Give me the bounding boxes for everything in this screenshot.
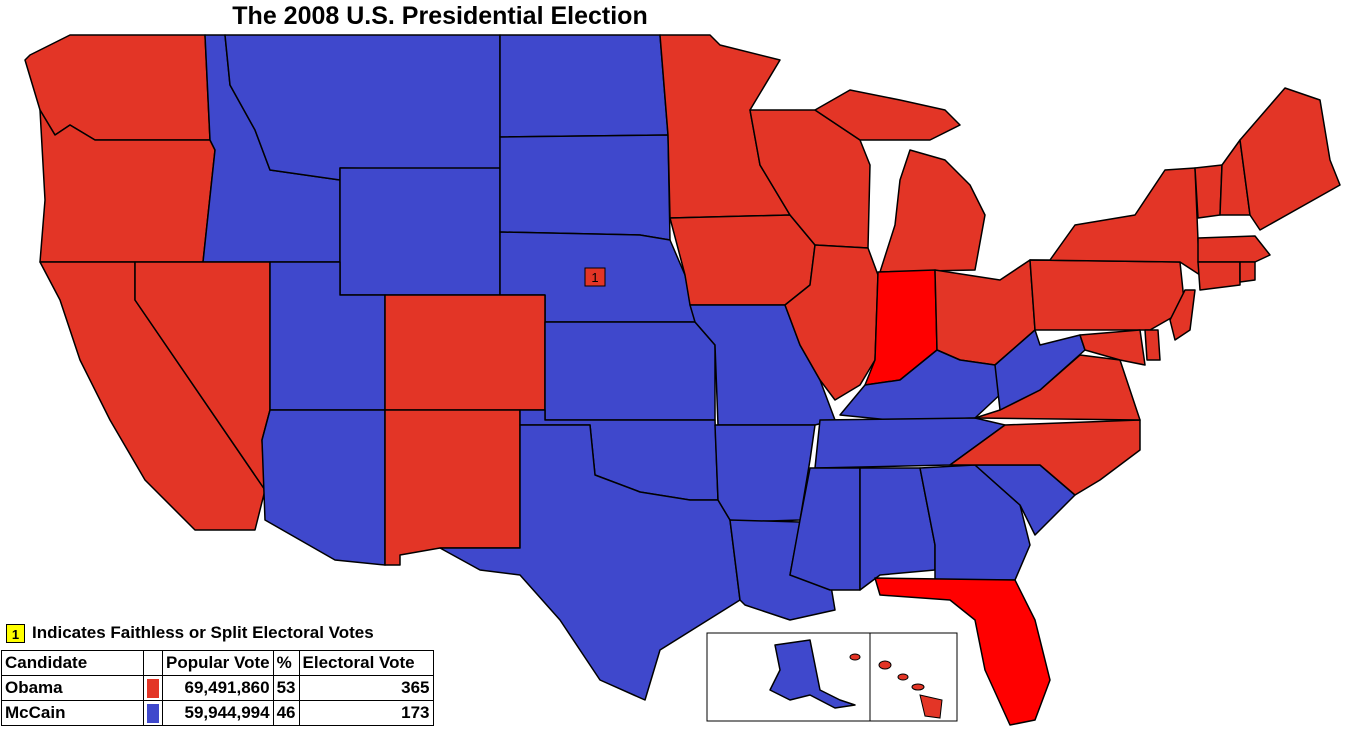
mccain-swatch (143, 700, 163, 726)
state-montana (224, 34, 501, 181)
obama-swatch (143, 675, 163, 701)
state-iowa (669, 214, 816, 306)
state-north-dakota (499, 34, 669, 138)
faithless-legend: 1 Indicates Faithless or Split Electoral… (6, 623, 374, 643)
state-maryland (1079, 329, 1146, 366)
header-percent: % (272, 650, 300, 676)
header-swatch (143, 650, 163, 676)
candidate-name: Obama (1, 675, 144, 701)
state-rhode-island (1239, 261, 1256, 283)
faithless-marker-label: 1 (591, 270, 598, 285)
electoral-vote: 365 (298, 675, 434, 701)
state-hawaii (849, 653, 943, 719)
state-maine (1239, 87, 1341, 231)
state-alaska (769, 639, 856, 709)
map-title: The 2008 U.S. Presidential Election (232, 2, 648, 30)
state-new-york (1029, 167, 1201, 276)
state-south-dakota (499, 134, 671, 241)
header-popular-vote: Popular Vote (162, 650, 274, 676)
state-massachusetts (1197, 235, 1271, 263)
results-header-row: Candidate Popular Vote % Electoral Vote (1, 650, 434, 676)
faithless-marker (584, 267, 606, 287)
state-arkansas (714, 424, 816, 523)
state-new-mexico (384, 409, 521, 566)
state-pennsylvania (1029, 259, 1186, 331)
state-colorado (384, 294, 546, 411)
popular-vote: 59,944,994 (162, 700, 274, 726)
state-wyoming (339, 167, 501, 296)
table-row: McCain 59,944,994 46 173 (1, 700, 434, 726)
vote-percent: 46 (272, 700, 300, 726)
state-texas (439, 424, 741, 701)
state-michigan (879, 149, 986, 273)
vote-percent: 53 (272, 675, 300, 701)
inset-box (706, 632, 958, 722)
state-illinois (784, 244, 879, 401)
results-table: Candidate Popular Vote % Electoral Vote … (1, 650, 434, 726)
state-washington (24, 34, 211, 141)
state-arizona (261, 409, 386, 566)
state-north-carolina (949, 419, 1141, 496)
faithless-legend-text: Indicates Faithless or Split Electoral V… (32, 623, 374, 642)
state-delaware (1144, 329, 1161, 361)
table-row: Obama 69,491,860 53 365 (1, 675, 434, 701)
state-kansas (544, 321, 716, 421)
faithless-legend-marker: 1 (6, 623, 25, 643)
candidate-name: McCain (1, 700, 144, 726)
electoral-vote: 173 (298, 700, 434, 726)
header-electoral-vote: Electoral Vote (298, 650, 434, 676)
state-michigan-upper (814, 89, 961, 141)
state-florida (874, 577, 1051, 726)
state-connecticut (1197, 261, 1241, 291)
state-vermont (1194, 164, 1223, 219)
state-new-jersey (1169, 289, 1196, 341)
popular-vote: 69,491,860 (162, 675, 274, 701)
header-candidate: Candidate (1, 650, 144, 676)
